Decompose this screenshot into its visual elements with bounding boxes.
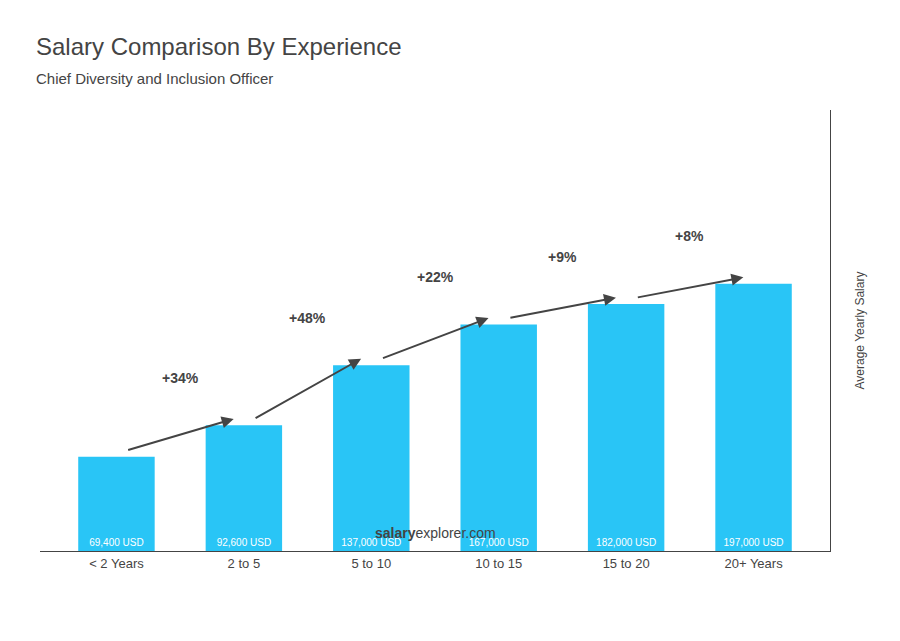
svg-text:197,000 USD: 197,000 USD bbox=[724, 537, 784, 548]
svg-text:Average Yearly Salary: Average Yearly Salary bbox=[853, 272, 867, 390]
svg-text:15 to 20: 15 to 20 bbox=[603, 556, 650, 571]
svg-text:+9%: +9% bbox=[548, 249, 577, 265]
svg-text:Salary Comparison By Experienc: Salary Comparison By Experience bbox=[36, 33, 402, 60]
svg-text:10 to 15: 10 to 15 bbox=[475, 556, 522, 571]
svg-text:137,000 USD: 137,000 USD bbox=[341, 537, 401, 548]
svg-text:Chief Diversity and Inclusion: Chief Diversity and Inclusion Officer bbox=[36, 70, 273, 87]
svg-text:92,600 USD: 92,600 USD bbox=[217, 537, 271, 548]
svg-text:167,000 USD: 167,000 USD bbox=[469, 537, 529, 548]
svg-text:+8%: +8% bbox=[675, 228, 704, 244]
svg-text:salaryexplorer.com: salaryexplorer.com bbox=[375, 525, 496, 541]
svg-text:69,400 USD: 69,400 USD bbox=[89, 537, 143, 548]
svg-text:+48%: +48% bbox=[289, 310, 326, 326]
svg-text:+34%: +34% bbox=[162, 370, 199, 386]
svg-text:+22%: +22% bbox=[417, 269, 454, 285]
svg-text:5 to 10: 5 to 10 bbox=[351, 556, 391, 571]
svg-text:< 2 Years: < 2 Years bbox=[89, 556, 144, 571]
svg-text:20+ Years: 20+ Years bbox=[724, 556, 783, 571]
svg-text:182,000 USD: 182,000 USD bbox=[596, 537, 656, 548]
svg-text:2 to 5: 2 to 5 bbox=[228, 556, 261, 571]
